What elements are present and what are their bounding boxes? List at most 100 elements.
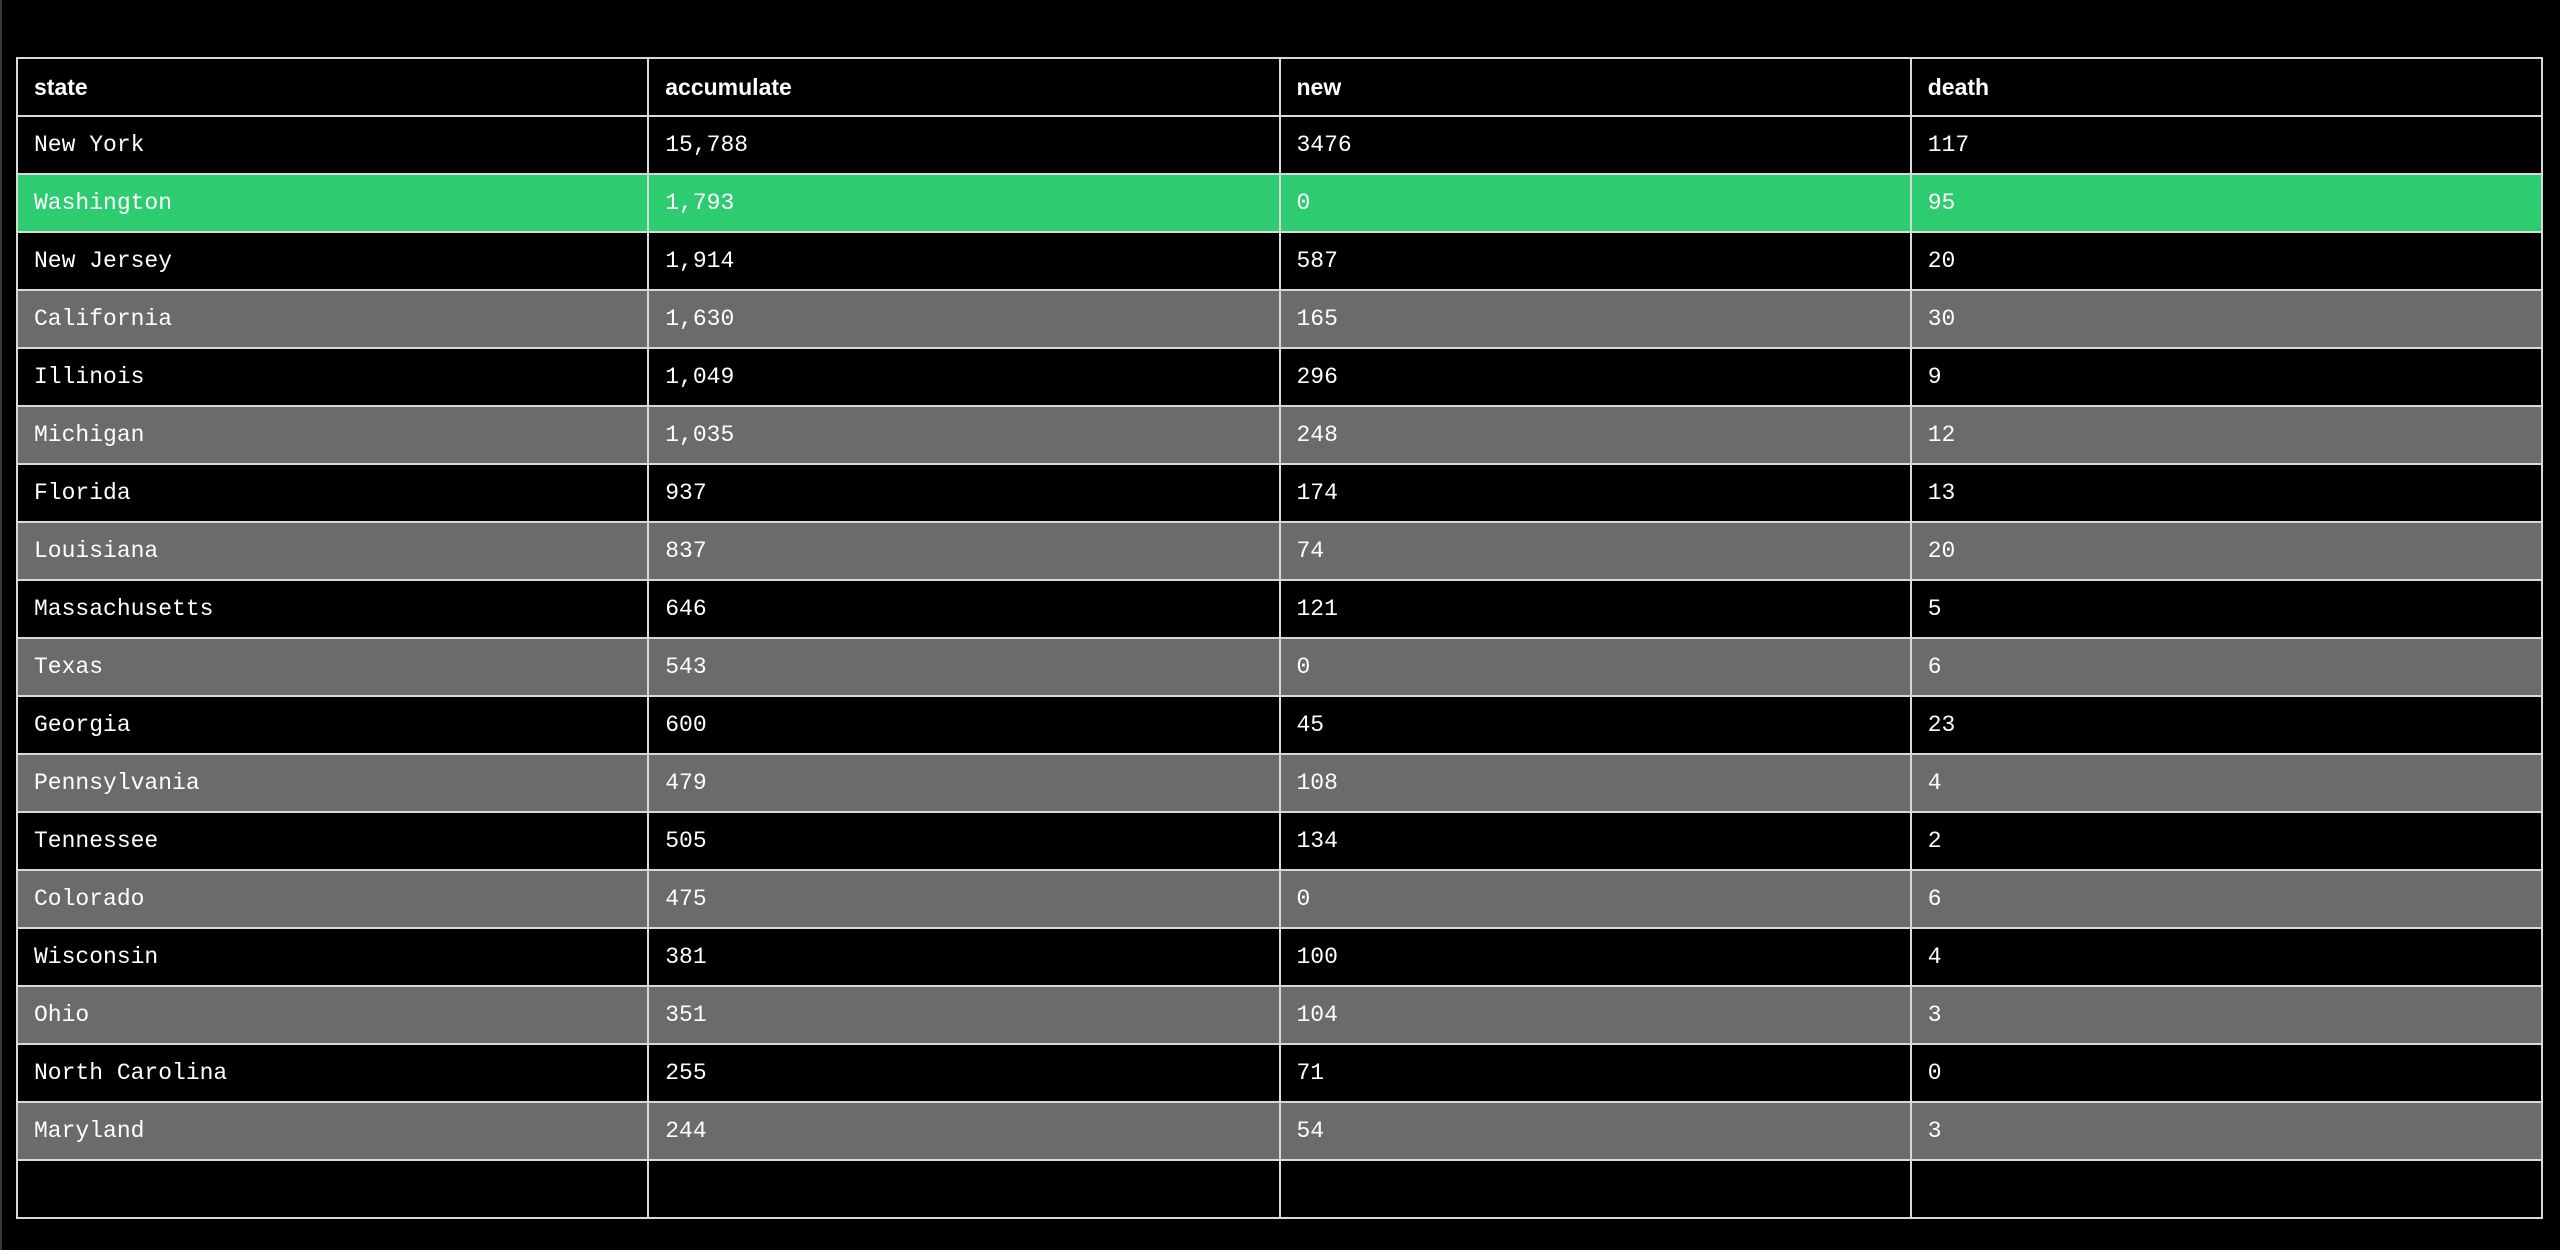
table-row[interactable]: New Jersey 1,914 587 20	[15, 231, 2544, 291]
cell-new: 296	[1278, 347, 1912, 407]
table-row[interactable]: Tennessee 505 134 2	[15, 811, 2544, 871]
cell-death: 12	[1909, 405, 2544, 465]
cell-death: 20	[1909, 521, 2544, 581]
cell-state: Tennessee	[15, 811, 650, 871]
cell-accumulate	[647, 1159, 1281, 1219]
cell-death: 20	[1909, 231, 2544, 291]
cell-state: Washington	[15, 173, 650, 233]
table-row[interactable]: Illinois 1,049 296 9	[15, 347, 2544, 407]
cell-state: Ohio	[15, 985, 650, 1045]
cell-new: 165	[1278, 289, 1912, 349]
table-row[interactable]: Colorado 475 0 6	[15, 869, 2544, 929]
cell-death: 13	[1909, 463, 2544, 523]
cell-accumulate: 15,788	[647, 115, 1281, 175]
cell-accumulate: 837	[647, 521, 1281, 581]
cell-accumulate: 351	[647, 985, 1281, 1045]
table-row[interactable]: Massachusetts 646 121 5	[15, 579, 2544, 639]
cell-new: 0	[1278, 173, 1912, 233]
cell-accumulate: 646	[647, 579, 1281, 639]
cell-accumulate: 1,914	[647, 231, 1281, 291]
cell-new: 3476	[1278, 115, 1912, 175]
table-row[interactable]	[15, 1159, 2544, 1219]
table-row[interactable]: Ohio 351 104 3	[15, 985, 2544, 1045]
cell-accumulate: 505	[647, 811, 1281, 871]
cell-death: 5	[1909, 579, 2544, 639]
cell-new: 587	[1278, 231, 1912, 291]
cell-state	[15, 1159, 650, 1219]
cell-new	[1278, 1159, 1912, 1219]
cell-new: 45	[1278, 695, 1912, 755]
cell-new: 134	[1278, 811, 1912, 871]
cell-accumulate: 937	[647, 463, 1281, 523]
cell-death: 6	[1909, 869, 2544, 929]
cell-death: 3	[1909, 985, 2544, 1045]
cell-state: Maryland	[15, 1101, 650, 1161]
table-row[interactable]: Wisconsin 381 100 4	[15, 927, 2544, 987]
cell-death: 2	[1909, 811, 2544, 871]
cell-state: Florida	[15, 463, 650, 523]
cell-accumulate: 479	[647, 753, 1281, 813]
column-header-accumulate[interactable]: accumulate	[647, 57, 1281, 117]
cell-new: 0	[1278, 869, 1912, 929]
cell-accumulate: 255	[647, 1043, 1281, 1103]
cell-death: 0	[1909, 1043, 2544, 1103]
cell-death: 6	[1909, 637, 2544, 697]
column-header-state[interactable]: state	[15, 57, 650, 117]
cell-state: Michigan	[15, 405, 650, 465]
cell-new: 71	[1278, 1043, 1912, 1103]
table-header-row: state accumulate new death	[15, 57, 2544, 117]
table-row[interactable]: Louisiana 837 74 20	[15, 521, 2544, 581]
table-row[interactable]: California 1,630 165 30	[15, 289, 2544, 349]
cell-new: 248	[1278, 405, 1912, 465]
cell-new: 104	[1278, 985, 1912, 1045]
cell-death: 9	[1909, 347, 2544, 407]
cell-accumulate: 1,630	[647, 289, 1281, 349]
cell-state: Georgia	[15, 695, 650, 755]
cell-new: 121	[1278, 579, 1912, 639]
cell-state: Pennsylvania	[15, 753, 650, 813]
cell-state: Massachusetts	[15, 579, 650, 639]
cell-state: New York	[15, 115, 650, 175]
cell-death: 117	[1909, 115, 2544, 175]
table-row[interactable]: Maryland 244 54 3	[15, 1101, 2544, 1161]
cell-state: California	[15, 289, 650, 349]
cell-new: 100	[1278, 927, 1912, 987]
table-row[interactable]: Texas 543 0 6	[15, 637, 2544, 697]
cell-state: North Carolina	[15, 1043, 650, 1103]
cell-new: 74	[1278, 521, 1912, 581]
table-body: New York 15,788 3476 117 Washington 1,793 0 95 N…	[15, 115, 2544, 1219]
cell-accumulate: 600	[647, 695, 1281, 755]
column-header-death[interactable]: death	[1909, 57, 2544, 117]
cell-new: 174	[1278, 463, 1912, 523]
table-row[interactable]: Florida 937 174 13	[15, 463, 2544, 523]
cell-death: 95	[1909, 173, 2544, 233]
cell-accumulate: 543	[647, 637, 1281, 697]
cell-state: Texas	[15, 637, 650, 697]
cell-accumulate: 475	[647, 869, 1281, 929]
table-row[interactable]: North Carolina 255 71 0	[15, 1043, 2544, 1103]
table-row[interactable]: Pennsylvania 479 108 4	[15, 753, 2544, 813]
column-header-new[interactable]: new	[1278, 57, 1912, 117]
cell-state: Colorado	[15, 869, 650, 929]
cell-state: New Jersey	[15, 231, 650, 291]
cell-death	[1909, 1159, 2544, 1219]
cell-new: 0	[1278, 637, 1912, 697]
table-row[interactable]: Georgia 600 45 23	[15, 695, 2544, 755]
cell-death: 4	[1909, 753, 2544, 813]
cell-state: Illinois	[15, 347, 650, 407]
table-row[interactable]: Washington 1,793 0 95	[15, 173, 2544, 233]
cell-death: 4	[1909, 927, 2544, 987]
cell-death: 30	[1909, 289, 2544, 349]
cell-death: 3	[1909, 1101, 2544, 1161]
cell-accumulate: 1,035	[647, 405, 1281, 465]
table-row[interactable]: New York 15,788 3476 117	[15, 115, 2544, 175]
cell-new: 54	[1278, 1101, 1912, 1161]
cell-accumulate: 1,793	[647, 173, 1281, 233]
cell-accumulate: 1,049	[647, 347, 1281, 407]
covid-state-table: state accumulate new death New York 15,78…	[15, 57, 2544, 1219]
cell-accumulate: 381	[647, 927, 1281, 987]
cell-death: 23	[1909, 695, 2544, 755]
cell-state: Wisconsin	[15, 927, 650, 987]
table-row[interactable]: Michigan 1,035 248 12	[15, 405, 2544, 465]
